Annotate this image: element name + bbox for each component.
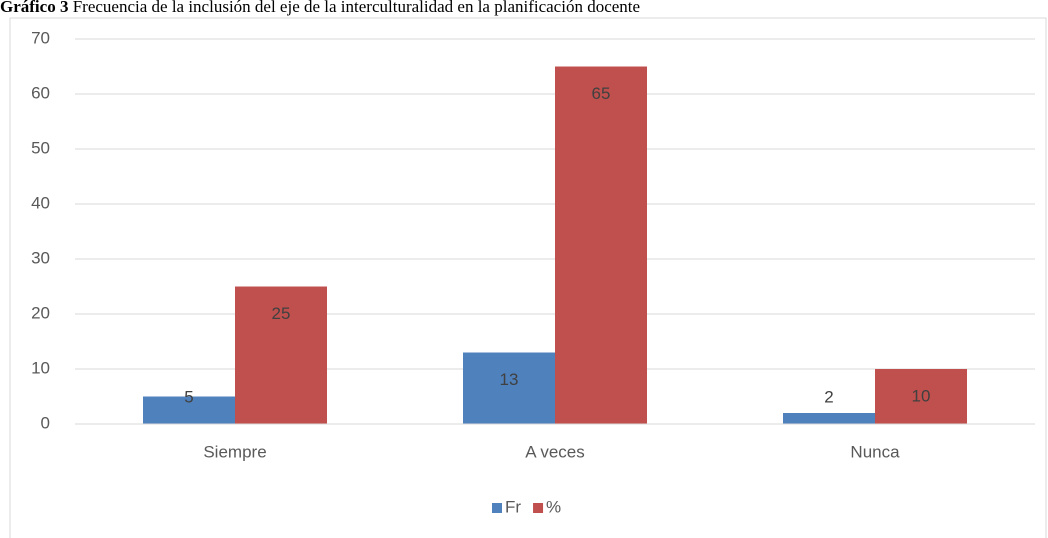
data-label: 5 <box>184 387 193 406</box>
title-text: Frecuencia de la inclusión del eje de la… <box>73 0 640 16</box>
y-tick-label: 30 <box>31 248 50 267</box>
bar <box>783 413 875 424</box>
bar <box>143 396 235 424</box>
data-label: 10 <box>912 386 931 405</box>
title-label: Gráfico 3 <box>0 0 68 16</box>
data-label: 65 <box>592 84 611 103</box>
y-tick-label: 40 <box>31 193 50 212</box>
bar <box>235 286 327 424</box>
data-label: 25 <box>272 304 291 323</box>
data-label: 13 <box>500 370 519 389</box>
y-tick-label: 20 <box>31 303 50 322</box>
bar <box>875 369 967 424</box>
data-label: 2 <box>824 387 833 406</box>
bar <box>463 352 555 424</box>
legend-swatch <box>533 503 544 513</box>
legend-swatch <box>492 503 502 513</box>
y-tick-label: 0 <box>41 413 50 432</box>
x-tick-label: Siempre <box>203 442 266 461</box>
y-tick-label: 60 <box>31 83 50 102</box>
y-tick-label: 50 <box>31 138 50 157</box>
legend-label: Fr <box>505 497 521 516</box>
chart-title: Gráfico 3 Frecuencia de la inclusión del… <box>0 0 640 16</box>
bar <box>555 66 647 424</box>
chart-border <box>9 17 1047 538</box>
x-tick-label: Nunca <box>850 442 900 461</box>
y-tick-label: 70 <box>31 28 50 47</box>
y-tick-label: 10 <box>31 358 50 377</box>
legend-label: % <box>546 497 561 516</box>
x-tick-label: A veces <box>525 442 585 461</box>
